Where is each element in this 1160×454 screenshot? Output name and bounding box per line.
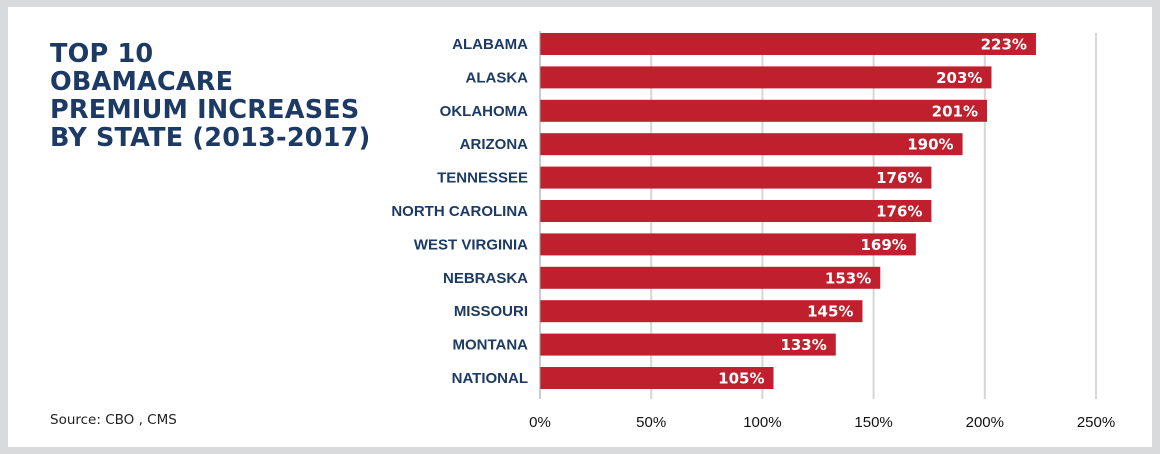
value-label: 190% xyxy=(907,136,953,154)
category-label: OKLAHOMA xyxy=(440,103,528,120)
bar xyxy=(540,233,916,256)
value-label: 153% xyxy=(825,269,871,287)
category-label: ALASKA xyxy=(466,69,529,86)
tick-label: 50% xyxy=(636,414,666,431)
tick-label: 250% xyxy=(1077,414,1115,431)
category-label: MONTANA xyxy=(452,337,528,354)
chart-title: TOP 10 OBAMACARE PREMIUM INCREASES BY ST… xyxy=(50,39,371,153)
bar xyxy=(540,333,836,356)
bar xyxy=(540,66,992,89)
value-label: 169% xyxy=(861,236,907,254)
tick-label: 0% xyxy=(529,414,551,431)
tick-label: 100% xyxy=(743,414,781,431)
category-label: ARIZONA xyxy=(460,136,528,153)
category-label: TENNESSEE xyxy=(437,170,528,187)
bar-chart: ALABAMA 223% ALASKA 203% OKLAHOMA 201% ARIZONA… xyxy=(391,31,1115,431)
bar xyxy=(540,33,1036,55)
bar xyxy=(540,166,932,189)
value-label: 145% xyxy=(807,303,853,321)
value-label: 223% xyxy=(981,36,1027,54)
bar xyxy=(540,300,863,323)
bar xyxy=(540,266,881,289)
category-label: ALABAMA xyxy=(452,36,528,53)
category-label: NATIONAL xyxy=(452,370,528,387)
value-label: 176% xyxy=(876,203,922,221)
bar xyxy=(540,367,774,389)
bar xyxy=(540,133,963,156)
value-label: 105% xyxy=(718,370,764,388)
value-label: 201% xyxy=(932,102,978,120)
value-label: 133% xyxy=(780,336,826,354)
category-label: MISSOURI xyxy=(454,303,528,320)
category-label: WEST VIRGINIA xyxy=(414,236,528,253)
tick-label: 150% xyxy=(854,414,892,431)
value-label: 176% xyxy=(876,169,922,187)
category-label: NEBRASKA xyxy=(443,270,528,287)
source-note: Source: CBO , CMS xyxy=(50,412,177,428)
bar xyxy=(540,200,932,222)
chart-panel: TOP 10 OBAMACARE PREMIUM INCREASES BY ST… xyxy=(8,7,1152,447)
category-label: NORTH CAROLINA xyxy=(391,203,528,220)
value-label: 203% xyxy=(936,69,982,87)
tick-label: 200% xyxy=(966,414,1004,431)
bar xyxy=(540,99,988,122)
